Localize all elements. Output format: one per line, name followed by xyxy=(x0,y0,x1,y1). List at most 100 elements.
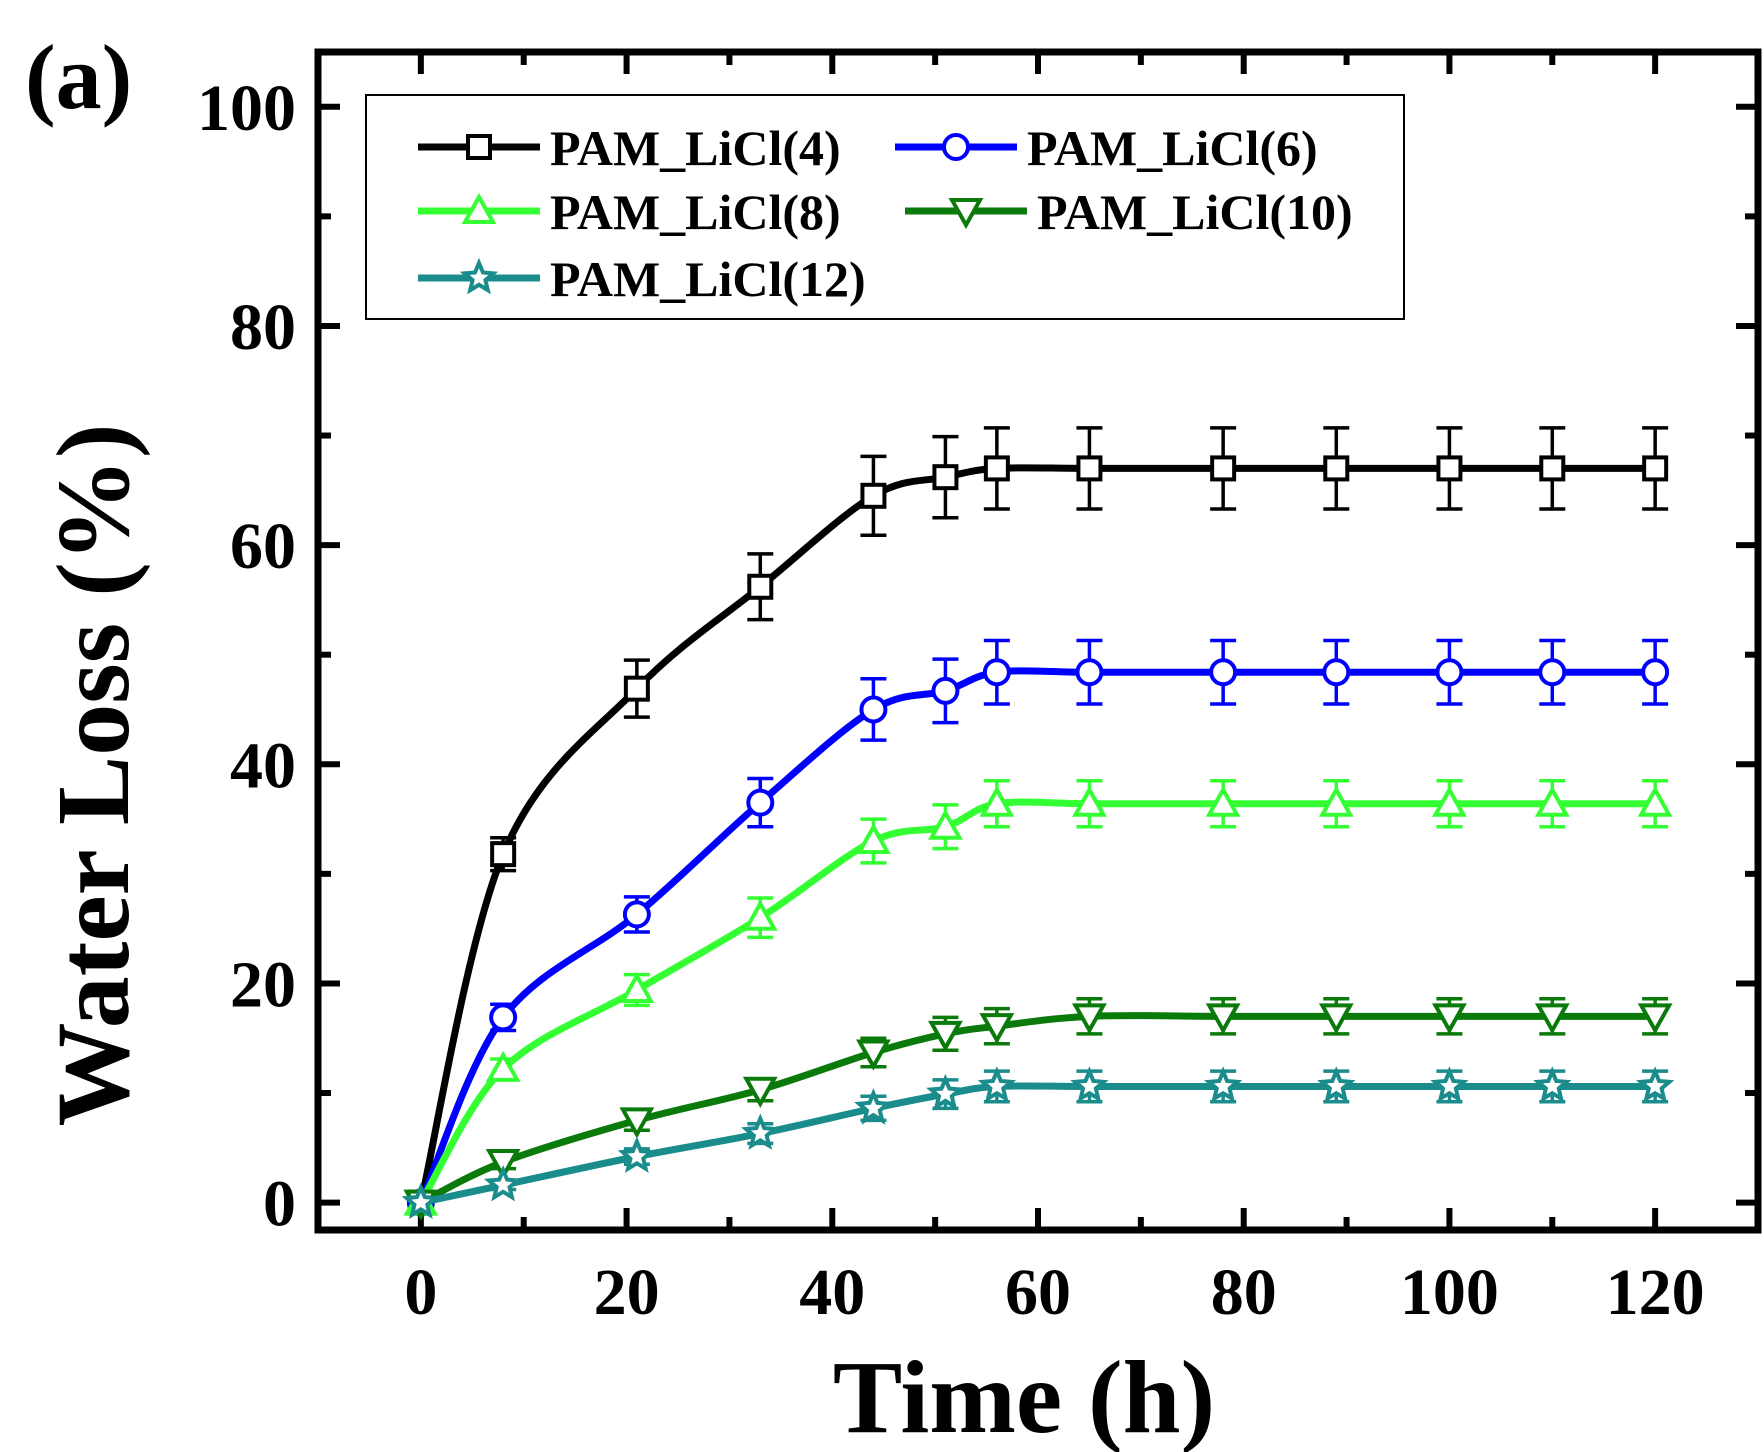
data-point xyxy=(1435,658,1464,687)
data-point xyxy=(1534,785,1570,817)
data-point xyxy=(1641,658,1670,687)
data-point xyxy=(928,808,963,840)
data-point xyxy=(1076,455,1103,482)
legend-item: PAM_LiCl(8) xyxy=(418,184,841,240)
series-5 xyxy=(401,1066,1675,1219)
data-point xyxy=(489,1003,518,1032)
data-point xyxy=(619,1107,655,1139)
data-point xyxy=(617,1136,657,1173)
x-tick-label: 60 xyxy=(1005,1256,1071,1329)
data-point xyxy=(979,785,1015,817)
data-point xyxy=(619,971,655,1004)
data-point xyxy=(741,1113,780,1150)
legend-label: PAM_LiCl(6) xyxy=(1027,120,1318,176)
data-point xyxy=(742,1076,778,1108)
legend-item: PAM_LiCl(12) xyxy=(418,251,866,307)
data-point xyxy=(860,482,887,509)
data-point xyxy=(859,695,888,724)
legend-label: PAM_LiCl(10) xyxy=(1037,184,1353,240)
legend-box xyxy=(365,94,1405,320)
legend-marker xyxy=(461,192,497,224)
data-point xyxy=(485,1050,521,1082)
data-point xyxy=(1637,785,1673,817)
series-1 xyxy=(407,426,1669,1216)
series-line xyxy=(419,1012,1656,1206)
data-point xyxy=(1318,1003,1354,1035)
data-point xyxy=(982,658,1011,687)
series-4 xyxy=(403,997,1673,1221)
x-axis-title: Time (h) xyxy=(833,1340,1215,1452)
y-tick-label: 40 xyxy=(230,729,296,802)
data-point xyxy=(1203,1066,1243,1103)
data-point xyxy=(622,900,651,929)
x-tick-label: 100 xyxy=(1400,1256,1499,1329)
series-line xyxy=(420,1082,1656,1207)
data-point xyxy=(1070,1066,1109,1103)
data-point xyxy=(977,1066,1017,1103)
data-point xyxy=(483,1164,523,1202)
data-point xyxy=(1210,455,1237,482)
data-point xyxy=(1072,1003,1107,1035)
x-tick-label: 0 xyxy=(404,1256,437,1329)
data-point xyxy=(1436,455,1463,482)
legend: PAM_LiCl(4) PAM_LiCl(6) PAM_LiCl(8) PAM_LiC… xyxy=(365,94,1405,320)
series-line xyxy=(417,464,1656,1204)
data-point xyxy=(1635,1066,1675,1103)
legend-label: PAM_LiCl(8) xyxy=(550,184,841,240)
legend-marker xyxy=(948,198,984,230)
x-tick-label: 120 xyxy=(1606,1256,1705,1329)
data-point xyxy=(1072,785,1107,817)
legend-item: PAM_LiCl(10) xyxy=(905,184,1353,240)
data-point xyxy=(747,573,774,600)
series-2 xyxy=(406,638,1670,1217)
data-point xyxy=(490,841,517,868)
data-point xyxy=(1318,785,1354,817)
panel-label: (a) xyxy=(25,26,132,128)
legend-marker xyxy=(459,257,499,295)
data-point xyxy=(1432,785,1467,817)
data-point xyxy=(1075,658,1104,687)
y-tick-label: 80 xyxy=(230,291,296,364)
data-point xyxy=(1323,455,1350,482)
data-point xyxy=(1205,785,1241,817)
data-point xyxy=(1317,1066,1356,1103)
data-point xyxy=(854,1088,893,1125)
data-point xyxy=(928,1020,963,1052)
data-point xyxy=(931,676,960,705)
data-point xyxy=(983,455,1010,482)
legend-item: PAM_LiCl(6) xyxy=(895,120,1318,176)
data-point xyxy=(1432,1003,1467,1035)
data-point xyxy=(1322,658,1351,687)
y-tick-label: 20 xyxy=(230,948,296,1021)
legend-item: PAM_LiCl(4) xyxy=(418,120,841,176)
legend-marker xyxy=(942,133,970,161)
y-tick-label: 60 xyxy=(230,510,296,583)
data-point xyxy=(1430,1066,1469,1103)
data-point xyxy=(979,1013,1015,1045)
data-point xyxy=(1637,1003,1673,1035)
data-point xyxy=(1539,455,1566,482)
data-point xyxy=(1642,455,1669,482)
series-3 xyxy=(403,778,1673,1216)
data-point xyxy=(1205,1003,1241,1035)
data-point xyxy=(1533,1066,1572,1103)
x-tick-label: 20 xyxy=(594,1256,660,1329)
data-point xyxy=(742,899,778,931)
series-line xyxy=(417,667,1656,1205)
data-point xyxy=(623,675,650,702)
data-point xyxy=(856,822,891,854)
data-point xyxy=(401,1182,441,1219)
data-point xyxy=(485,1149,521,1181)
legend-label: PAM_LiCl(12) xyxy=(550,251,866,307)
y-axis-title: Water Loss (%) xyxy=(36,424,151,1127)
plot-area: 0 20 40 60 80 100 120 0 20 40 60 80 100 xyxy=(197,48,1762,1329)
legend-label: PAM_LiCl(4) xyxy=(550,120,841,176)
data-point xyxy=(932,464,959,491)
data-point xyxy=(746,788,775,817)
data-point xyxy=(856,1039,891,1071)
legend-marker xyxy=(466,134,492,160)
x-tick-label: 80 xyxy=(1211,1256,1277,1329)
x-tick-label: 40 xyxy=(799,1256,865,1329)
